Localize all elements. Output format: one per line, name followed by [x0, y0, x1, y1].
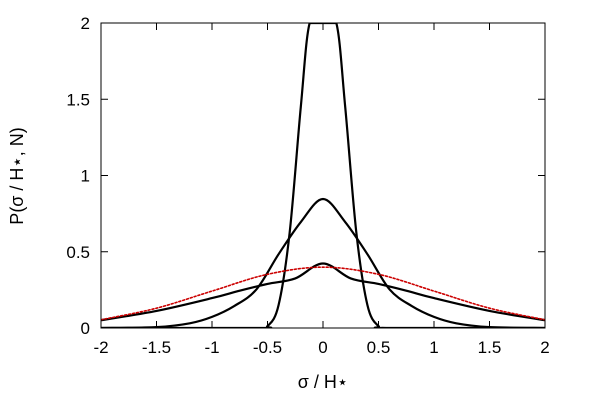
series-4-line: [101, 266, 545, 321]
y-tick-label: 0.5: [66, 243, 90, 262]
x-axis-label: σ / H⋆: [298, 372, 348, 392]
y-tick-label: 1.5: [66, 90, 90, 109]
plot-frame: [100, 22, 546, 329]
x-tick-label: 0: [318, 338, 327, 357]
x-tick-label: -0.5: [253, 338, 282, 357]
x-tick-label: 2: [540, 338, 549, 357]
ticks-layer: -2 -1.5 -1 -0.5 0 0.5 1 1.5 2 0 0.5 1 1.5 2: [66, 14, 549, 357]
y-axis-label: P(σ / H⋆, N): [7, 127, 27, 224]
series-3-line: [101, 23, 545, 328]
x-tick-label: 1.5: [478, 338, 502, 357]
series-2-line: [101, 197, 545, 328]
x-tick-label: 0.5: [367, 338, 391, 357]
x-tick-label: -1: [204, 338, 219, 357]
y-tick-label: 2: [81, 14, 90, 33]
x-tick-label: 1: [429, 338, 438, 357]
series-1-line: [101, 262, 545, 322]
y-tick-label: 0: [81, 319, 90, 338]
x-tick-label: -2: [93, 338, 108, 357]
series-layer: [101, 23, 545, 328]
x-tick-label: -1.5: [142, 338, 171, 357]
y-tick-label: 1: [81, 167, 90, 186]
